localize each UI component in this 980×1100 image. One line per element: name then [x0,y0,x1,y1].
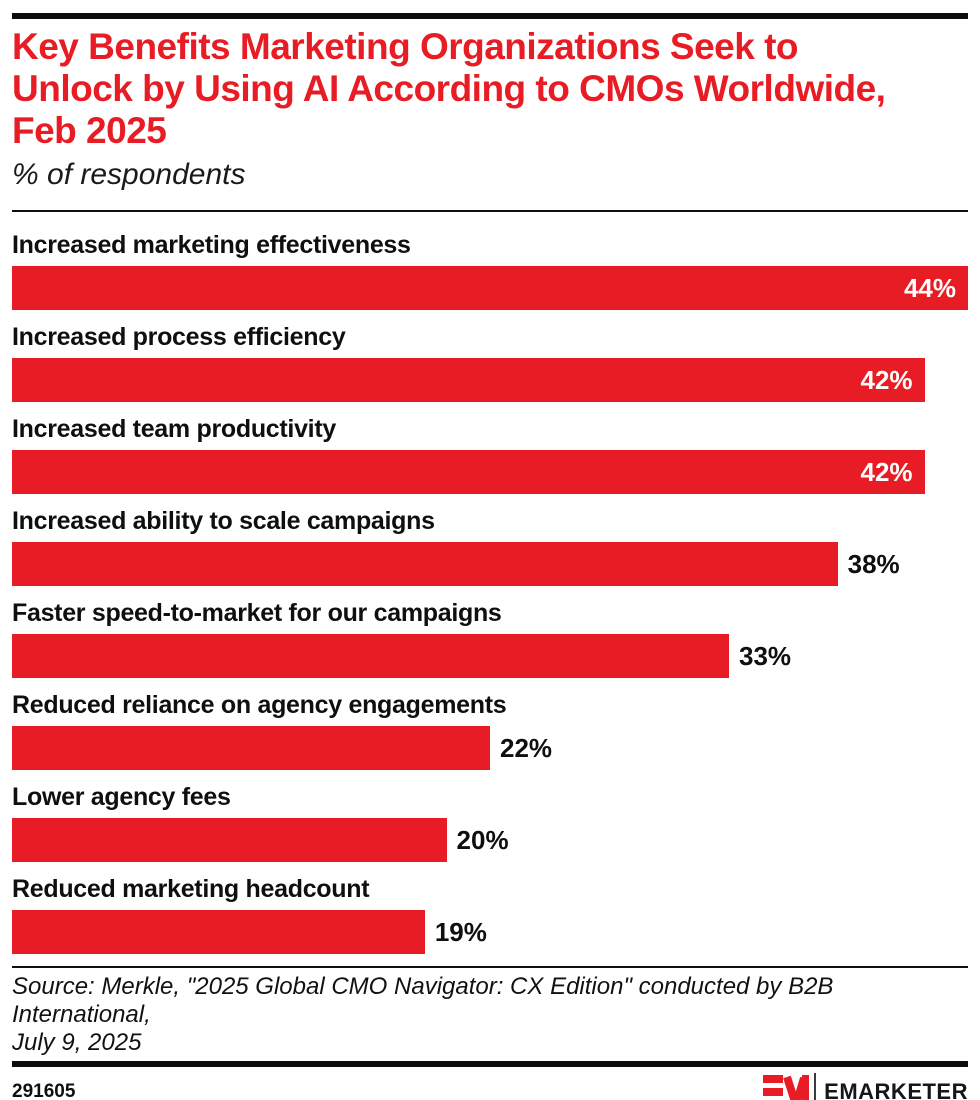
chart-title-line-3: Feb 2025 [12,110,167,151]
value-label: 22% [500,732,553,763]
bar [12,542,838,586]
category-label: Reduced marketing headcount [12,875,370,903]
emarketer-em-icon [763,1075,810,1100]
bar [12,634,729,678]
bar-row: Increased team productivity 42% [12,414,968,494]
source-note: Source: Merkle, "2025 Global CMO Navigat… [12,973,968,1057]
value-label: 19% [434,916,487,947]
bar-row: Lower agency fees 20% [12,782,968,862]
brand-logo: EMARKETER [763,1073,968,1100]
category-label: Increased marketing effectiveness [12,231,411,259]
bar-row: Increased ability to scale campaigns 38% [12,506,968,586]
bar [12,726,490,770]
footer-row: 291605 EMARKETER [12,1073,968,1100]
bar-row: Increased process efficiency 42% [12,322,968,402]
source-line-1: Source: Merkle, "2025 Global CMO Navigat… [12,973,834,1028]
bar-track: 42% [12,358,968,402]
chart-page: Key Benefits Marketing Organizations See… [0,13,980,1100]
bar [12,818,447,862]
bar: 42% [12,450,925,494]
bar: 42% [12,358,925,402]
bar-track: 33% [12,634,968,678]
bar-row: Increased marketing effectiveness 44% [12,230,968,310]
value-label: 33% [739,640,792,671]
bottom-rule [12,1061,968,1067]
chart-title-line-1: Key Benefits Marketing Organizations See… [12,26,799,67]
value-label: 42% [860,456,913,487]
bar-track: 44% [12,266,968,310]
bar-row: Reduced reliance on agency engagements 22… [12,690,968,770]
bar-row: Faster speed-to-market for our campaigns… [12,598,968,678]
bar-track: 19% [12,910,968,954]
bar-track: 22% [12,726,968,770]
bar: 44% [12,266,968,310]
bar-chart: Increased marketing effectiveness 44% Incr… [12,230,968,954]
bar-row: Reduced marketing headcount 19% [12,874,968,954]
value-label: 44% [903,272,956,303]
chart-title-line-2: Unlock by Using AI According to CMOs Wor… [12,68,886,109]
value-label: 20% [456,824,509,855]
category-label: Faster speed-to-market for our campaigns [12,599,502,627]
chart-subtitle: % of respondents [12,158,246,191]
category-label: Lower agency fees [12,783,231,811]
top-rule [12,13,968,19]
bar-track: 38% [12,542,968,586]
bar-track: 42% [12,450,968,494]
category-label: Reduced reliance on agency engagements [12,691,507,719]
brand-divider [814,1073,817,1100]
category-label: Increased team productivity [12,415,336,443]
chart-id: 291605 [12,1081,76,1100]
value-label: 42% [860,364,913,395]
category-label: Increased ability to scale campaigns [12,507,435,535]
brand-name: EMARKETER [824,1079,968,1100]
category-label: Increased process efficiency [12,323,346,351]
source-divider [12,966,968,968]
header-divider [12,210,968,212]
bar-track: 20% [12,818,968,862]
source-line-2: July 9, 2025 [12,1029,142,1056]
chart-title: Key Benefits Marketing Organizations See… [12,26,968,152]
value-label: 38% [847,548,900,579]
bar [12,910,425,954]
